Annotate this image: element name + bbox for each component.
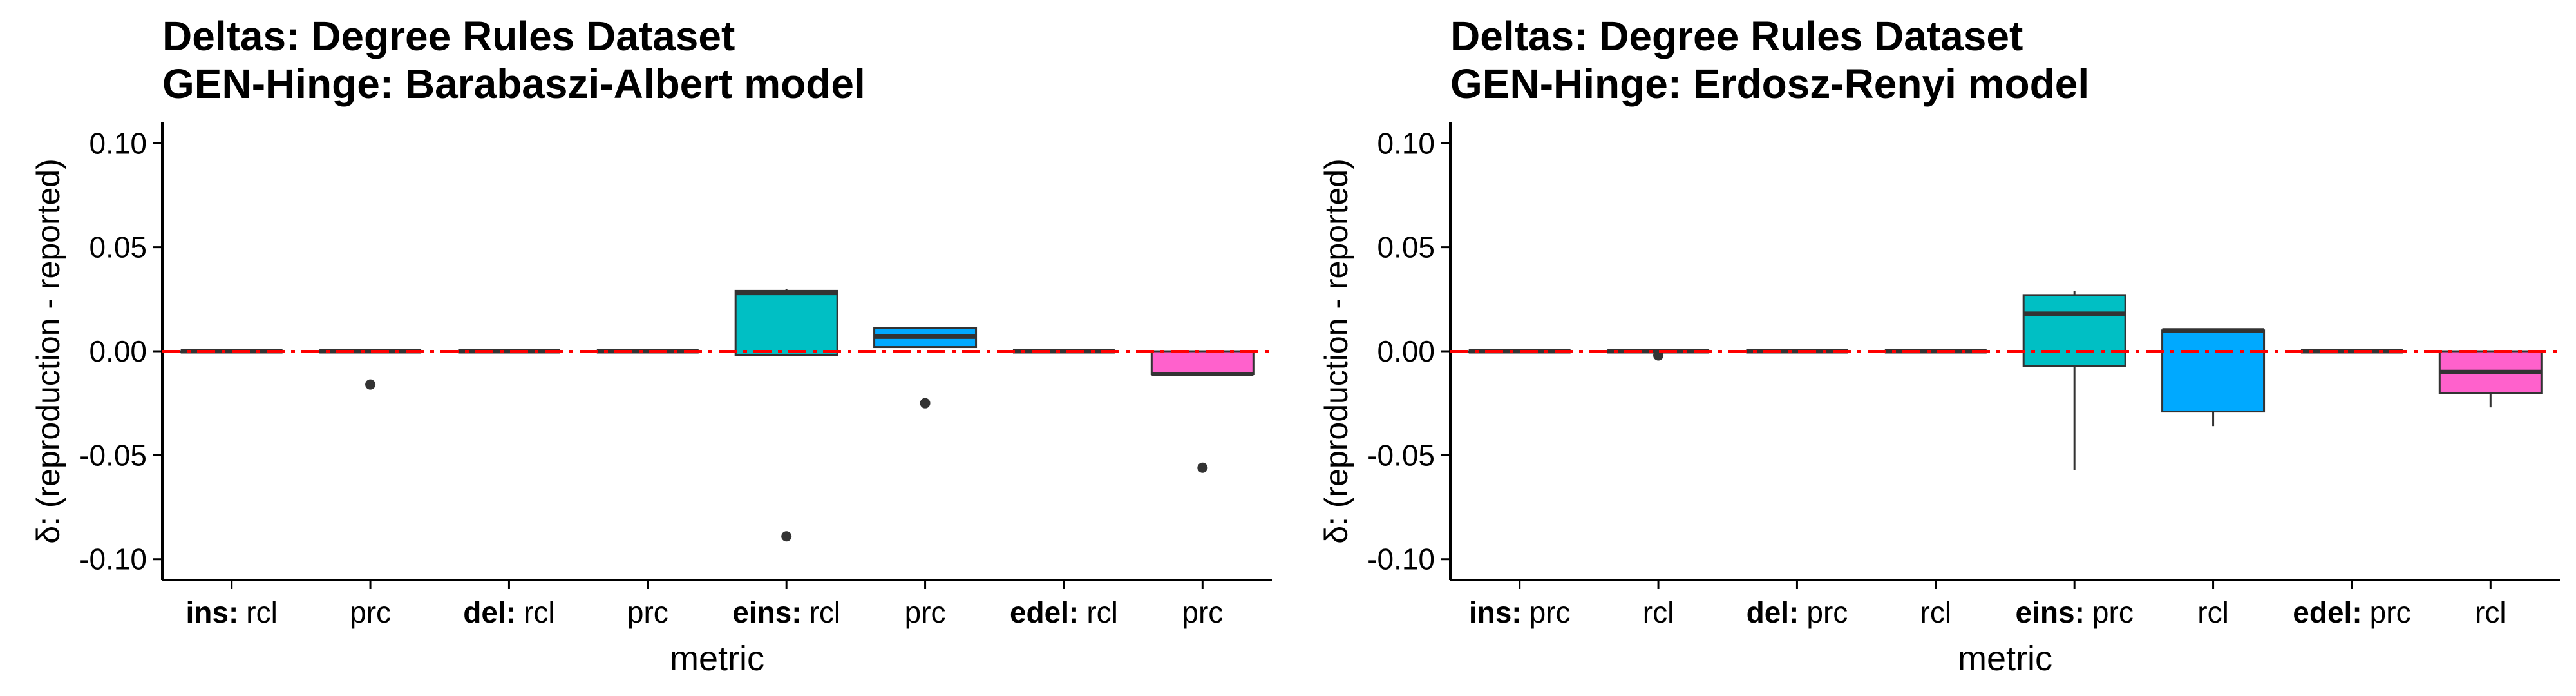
- x-tick-metric: rcl: [1643, 595, 1674, 629]
- x-tick-metric: rcl: [1920, 595, 1952, 629]
- y-tick-labels: 0.10 0.05 0.00 -0.05 -0.10: [1367, 126, 1435, 575]
- chart-title: Deltas: Degree Rules Dataset: [162, 13, 735, 59]
- x-tick-label: eins: prc: [2016, 595, 2134, 629]
- x-axis-title: metric: [670, 639, 764, 678]
- y-tick-label: -0.10: [1367, 543, 1435, 576]
- chart-subtitle: GEN-Hinge: Erdosz-Renyi model: [1450, 61, 2090, 107]
- x-tick-group: edel:: [2293, 595, 2362, 629]
- y-tick-label: 0.10: [1377, 126, 1435, 160]
- box-2: [1745, 349, 1849, 589]
- outlier-point: [920, 398, 931, 409]
- box-7: [2438, 350, 2543, 589]
- y-tick-label: -0.10: [79, 543, 147, 576]
- x-tick-metric: prc: [905, 595, 946, 629]
- x-tick-label: ins: rcl: [186, 595, 278, 629]
- x-tick-group: eins:: [732, 595, 801, 629]
- y-axis-title: δ: (reproduction - reported): [1318, 159, 1354, 544]
- x-tick-label: rcl: [1920, 595, 1952, 629]
- x-tick-label: del: prc: [1747, 595, 1848, 629]
- x-tick-label: ins: prc: [1469, 595, 1571, 629]
- outlier-point: [781, 531, 792, 542]
- x-tick-labels: ins: prc rcl del: prc rcl eins: prc rcl ede…: [1469, 595, 2506, 629]
- x-tick-label: prc: [905, 595, 946, 629]
- y-tick-label: -0.05: [79, 438, 147, 472]
- outlier-point: [1197, 462, 1208, 473]
- x-axis-title: metric: [1958, 639, 2052, 678]
- x-tick-group: eins:: [2016, 595, 2085, 629]
- x-tick-group: del:: [1747, 595, 1799, 629]
- box-7: [1150, 350, 1255, 589]
- box-1: [1606, 349, 1710, 589]
- chart-panel-ba: Deltas: Degree Rules Dataset GEN-Hinge: …: [30, 13, 1272, 678]
- x-tick-metric: prc: [1182, 595, 1223, 629]
- y-tick-label: 0.00: [89, 334, 147, 368]
- box-5: [873, 327, 978, 589]
- y-tick-label: -0.05: [1367, 438, 1435, 472]
- box-0: [1468, 349, 1572, 589]
- x-tick-label: prc: [1182, 595, 1223, 629]
- x-tick-metric: rcl: [810, 595, 841, 629]
- box-iqr: [734, 289, 838, 356]
- boxplot-er: 0.10 0.05 0.00 -0.05 -0.10 ins: prc rcl d…: [1318, 122, 2560, 678]
- boxplot-ba: 0.10 0.05 0.00 -0.05 -0.10 ins: rcl prc d…: [30, 122, 1272, 678]
- x-tick-label: prc: [627, 595, 668, 629]
- box-3: [1884, 349, 1988, 589]
- box-2: [457, 349, 561, 589]
- y-axis-title: δ: (reproduction - reported): [30, 159, 66, 544]
- x-tick-group: ins:: [186, 595, 239, 629]
- box-5: [2161, 328, 2266, 589]
- x-tick-metric: rcl: [2475, 595, 2506, 629]
- box-iqr: [2161, 329, 2266, 413]
- x-tick-label: rcl: [1643, 595, 1674, 629]
- x-tick-metric: rcl: [246, 595, 278, 629]
- x-tick-label: eins: rcl: [732, 595, 840, 629]
- box-0: [180, 349, 284, 589]
- x-tick-metric: prc: [627, 595, 668, 629]
- x-tick-labels: ins: rcl prc del: rcl prc eins: rcl prc ede…: [186, 595, 1224, 629]
- x-tick-label: edel: rcl: [1010, 595, 1118, 629]
- x-tick-label: edel: prc: [2293, 595, 2410, 629]
- box-3: [596, 349, 700, 589]
- y-tick-label: 0.05: [89, 231, 147, 264]
- x-tick-label: prc: [350, 595, 391, 629]
- box-4: [734, 289, 838, 589]
- x-tick-label: del: rcl: [463, 595, 554, 629]
- x-tick-metric: prc: [1530, 595, 1571, 629]
- x-tick-metric: prc: [350, 595, 391, 629]
- box-1: [318, 349, 422, 589]
- x-tick-metric: rcl: [524, 595, 555, 629]
- x-tick-metric: rcl: [2197, 595, 2229, 629]
- x-tick-group: del:: [463, 595, 516, 629]
- plot-marks: [1441, 122, 2560, 589]
- x-tick-label: rcl: [2197, 595, 2229, 629]
- outlier-point: [365, 379, 376, 390]
- plot-marks: [153, 122, 1272, 589]
- x-tick-group: ins:: [1469, 595, 1522, 629]
- box-iqr: [2022, 294, 2126, 367]
- chart-title: Deltas: Degree Rules Dataset: [1450, 13, 2023, 59]
- box-iqr: [1150, 350, 1255, 375]
- y-tick-label: 0.00: [1377, 334, 1435, 368]
- chart-panel-er: Deltas: Degree Rules Dataset GEN-Hinge: …: [1288, 0, 2576, 696]
- box-6: [1012, 349, 1116, 589]
- x-tick-metric: rcl: [1086, 595, 1118, 629]
- x-tick-metric: prc: [2092, 595, 2134, 629]
- y-tick-labels: 0.10 0.05 0.00 -0.05 -0.10: [79, 126, 147, 575]
- x-tick-metric: prc: [1806, 595, 1848, 629]
- x-tick-label: rcl: [2475, 595, 2506, 629]
- y-tick-label: 0.10: [89, 126, 147, 160]
- y-tick-label: 0.05: [1377, 231, 1435, 264]
- outlier-point: [1653, 350, 1664, 361]
- box-6: [2300, 349, 2404, 589]
- chart-subtitle: GEN-Hinge: Barabaszi-Albert model: [162, 61, 866, 107]
- x-tick-group: edel:: [1010, 595, 1079, 629]
- x-tick-metric: prc: [2370, 595, 2411, 629]
- box-4: [2022, 291, 2126, 589]
